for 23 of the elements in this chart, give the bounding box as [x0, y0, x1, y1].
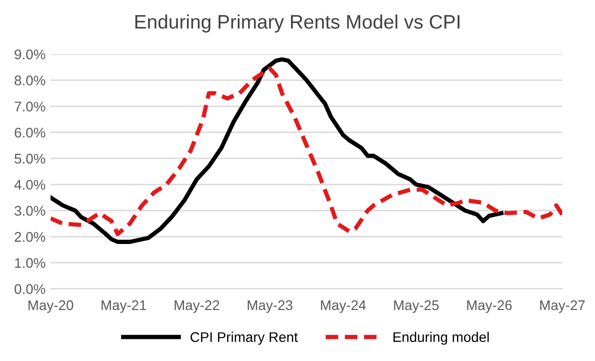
chart-title: Enduring Primary Rents Model vs CPI: [135, 14, 460, 33]
x-tick-label: May-21: [102, 300, 146, 313]
y-tick-label: 1.0%: [15, 258, 46, 268]
y-tick-label: 7.0%: [14, 102, 46, 112]
x-tick-label: May-23: [248, 300, 292, 313]
y-tick-label: 5.0%: [14, 154, 46, 164]
y-tick-label: 4.0%: [14, 180, 46, 190]
x-tick-label: May-22: [174, 300, 220, 313]
line-series: [50, 57, 504, 244]
x-tick-label: May-26: [467, 300, 512, 313]
x-tick-label: May-27: [540, 300, 585, 313]
y-tick-label: 8.0%: [14, 76, 46, 86]
x-tick-label: May-24: [321, 300, 366, 313]
y-tick-label: 9.0%: [14, 49, 46, 60]
legend-label: CPI Primary Rent: [190, 332, 298, 345]
x-tick-label: May-20: [28, 300, 74, 313]
y-tick-label: 6.0%: [14, 128, 46, 138]
line-series: [50, 66, 562, 236]
y-tick-label: 2.0%: [14, 232, 46, 242]
legend-label: Enduring model: [394, 332, 489, 345]
y-tick-label: 0.0%: [14, 284, 46, 294]
y-tick-label: 3.0%: [14, 206, 46, 216]
x-tick-label: May-25: [394, 300, 439, 313]
